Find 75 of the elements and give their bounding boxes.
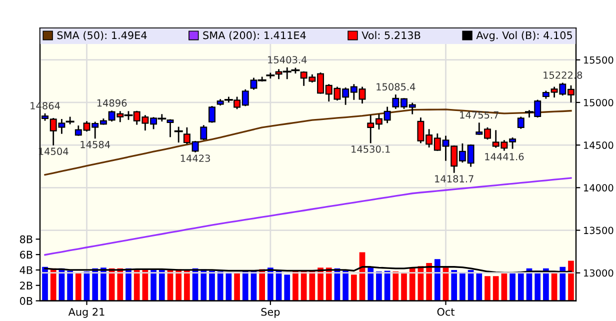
x-tick-label: Sep xyxy=(261,308,280,318)
bar xyxy=(150,269,156,301)
bar xyxy=(292,272,298,301)
y-tick-label: 6B xyxy=(20,250,32,259)
y2-tick-label: 15500 xyxy=(584,56,614,64)
text: 14441.6 xyxy=(485,152,524,160)
text: 15403.4 xyxy=(268,56,307,64)
bar xyxy=(409,268,416,301)
candlestick xyxy=(174,126,183,143)
bar xyxy=(217,272,224,301)
bar xyxy=(376,272,382,301)
bar xyxy=(451,270,458,301)
text: 15085.4 xyxy=(376,83,416,91)
candlestick xyxy=(200,125,208,140)
bar xyxy=(134,270,140,301)
legend-label: SMA (200): 1.411E4 xyxy=(203,31,306,40)
text: 14181.7 xyxy=(435,175,474,182)
bar xyxy=(184,270,190,301)
text: 14755.7 xyxy=(460,111,498,119)
y2-tick-label: 14500 xyxy=(584,142,614,149)
bar xyxy=(492,276,499,301)
legend-label: SMA (50): 1.49E4 xyxy=(57,31,147,40)
text: 14584 xyxy=(80,140,110,148)
bar xyxy=(534,270,541,301)
bar xyxy=(209,270,215,301)
bar xyxy=(284,274,290,301)
y-tick-label: 8B xyxy=(20,235,32,244)
x-tick-label: Aug 21 xyxy=(68,308,104,318)
bar xyxy=(510,273,516,301)
x-tick-label: Oct xyxy=(437,308,455,316)
bar xyxy=(176,269,182,301)
text: 14896 xyxy=(97,99,127,107)
candlestick xyxy=(517,116,524,129)
line-series xyxy=(44,177,572,256)
bar xyxy=(501,273,508,301)
candlestick xyxy=(208,106,216,123)
bar xyxy=(560,266,566,301)
bar xyxy=(342,270,348,301)
bar xyxy=(518,272,524,301)
bar xyxy=(460,272,466,301)
bar xyxy=(392,272,399,301)
bar xyxy=(75,273,82,301)
bar xyxy=(100,268,106,301)
bar xyxy=(126,268,132,301)
bar xyxy=(158,269,165,301)
y2-tick-label: 13500 xyxy=(584,226,614,234)
y2-tick-label: 13000 xyxy=(584,269,614,277)
bar xyxy=(568,260,574,301)
text: 14423 xyxy=(180,154,210,162)
bar xyxy=(234,273,240,301)
bar xyxy=(434,259,440,301)
bar xyxy=(242,270,248,301)
bar xyxy=(484,276,490,301)
bar xyxy=(401,272,407,301)
bar xyxy=(67,270,73,301)
bar xyxy=(259,269,266,301)
bar xyxy=(368,266,374,301)
bar xyxy=(268,268,274,301)
y-tick-label: 4B xyxy=(20,266,32,274)
bar xyxy=(50,268,56,301)
y2-tick-label: 14000 xyxy=(584,184,614,192)
candlestick xyxy=(166,119,174,138)
bar xyxy=(318,268,324,301)
bar xyxy=(350,274,357,301)
legend-label: Vol: 5.213B xyxy=(362,31,420,40)
bar xyxy=(476,273,482,301)
bar xyxy=(426,263,432,301)
bar xyxy=(543,268,549,301)
text: 14530.1 xyxy=(352,145,390,153)
y-tick-label: 2B xyxy=(20,282,32,290)
bar xyxy=(42,266,48,301)
y-tick-label: 0B xyxy=(20,297,32,305)
y2-tick-label: 15000 xyxy=(584,98,614,106)
legend-label: Avg. Vol (B): 4.105 xyxy=(476,31,572,42)
bar xyxy=(326,268,332,301)
